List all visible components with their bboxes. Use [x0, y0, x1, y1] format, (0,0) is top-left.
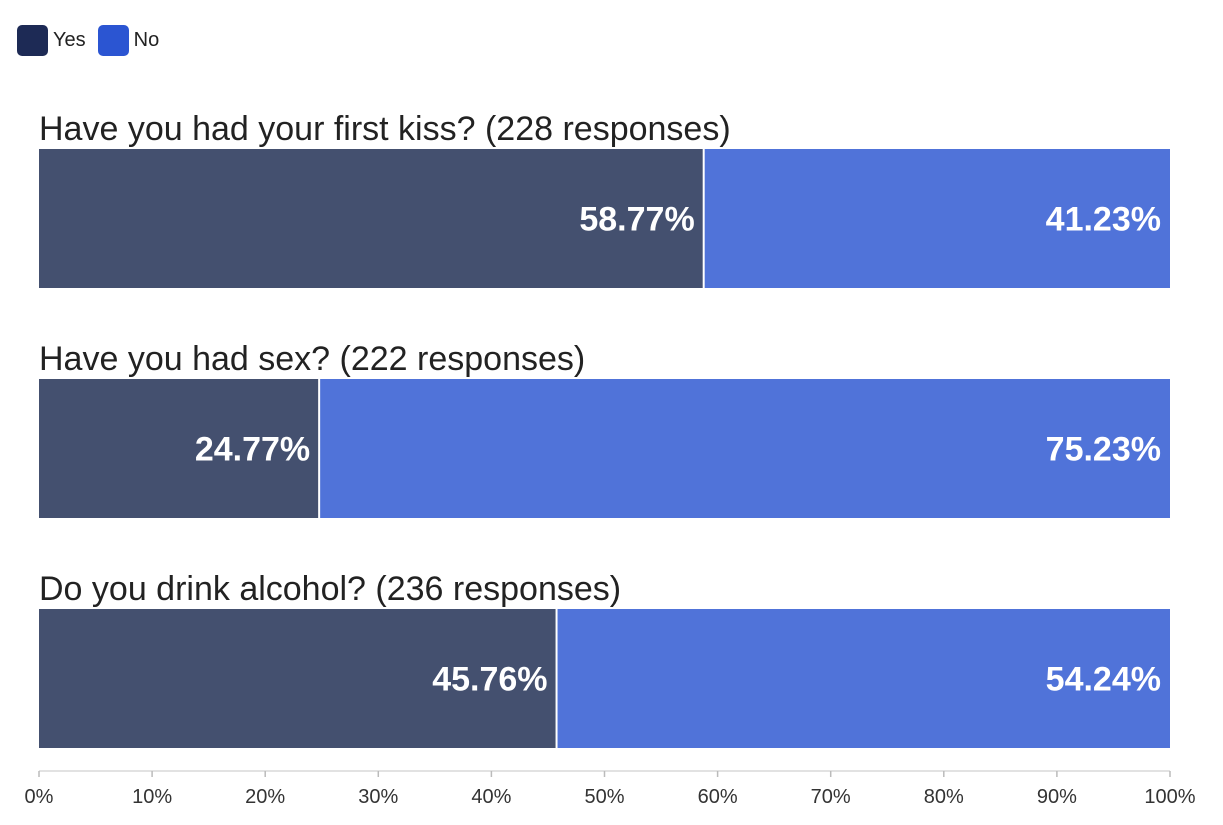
x-tick-label-7: 70%	[811, 786, 851, 808]
bar-no-3	[556, 609, 1170, 748]
bar-label-no-2: 75.23%	[1046, 431, 1161, 469]
bar-label-yes-3: 45.76%	[432, 661, 547, 699]
x-tick-label-0: 0%	[25, 786, 54, 808]
x-tick-label-3: 30%	[358, 786, 398, 808]
legend-label-no: No	[133, 28, 160, 51]
x-tick-label-6: 60%	[698, 786, 738, 808]
bar-yes-2	[39, 379, 320, 518]
x-tick-label-10: 100%	[1144, 786, 1195, 808]
legend-swatch-yes	[17, 24, 48, 56]
bar-no-1	[703, 149, 1170, 288]
question-title-2: Have you had sex? (222 responses)	[39, 340, 585, 378]
legend: Yes No	[17, 24, 171, 56]
bar-label-no-1: 41.23%	[1046, 201, 1161, 239]
x-tick-label-9: 90%	[1037, 786, 1077, 808]
bar-no-2	[319, 379, 1171, 518]
x-tick-label-4: 40%	[471, 786, 511, 808]
x-tick-label-8: 80%	[924, 786, 964, 808]
x-tick-label-5: 50%	[584, 786, 624, 808]
bar-label-no-3: 54.24%	[1046, 661, 1161, 699]
legend-label-yes: Yes	[53, 28, 86, 51]
bar-yes-1	[39, 149, 704, 288]
legend-item-no: No	[97, 24, 160, 56]
x-tick-label-2: 20%	[245, 786, 285, 808]
legend-swatch-no	[97, 24, 129, 56]
legend-item-yes: Yes	[17, 24, 86, 56]
bar-label-yes-1: 58.77%	[579, 201, 694, 239]
x-tick-label-1: 10%	[132, 786, 172, 808]
bar-yes-3	[39, 609, 557, 748]
question-title-1: Have you had your first kiss? (228 respo…	[39, 110, 731, 148]
bar-label-yes-2: 24.77%	[195, 431, 310, 469]
question-title-3: Do you drink alcohol? (236 responses)	[39, 570, 621, 608]
